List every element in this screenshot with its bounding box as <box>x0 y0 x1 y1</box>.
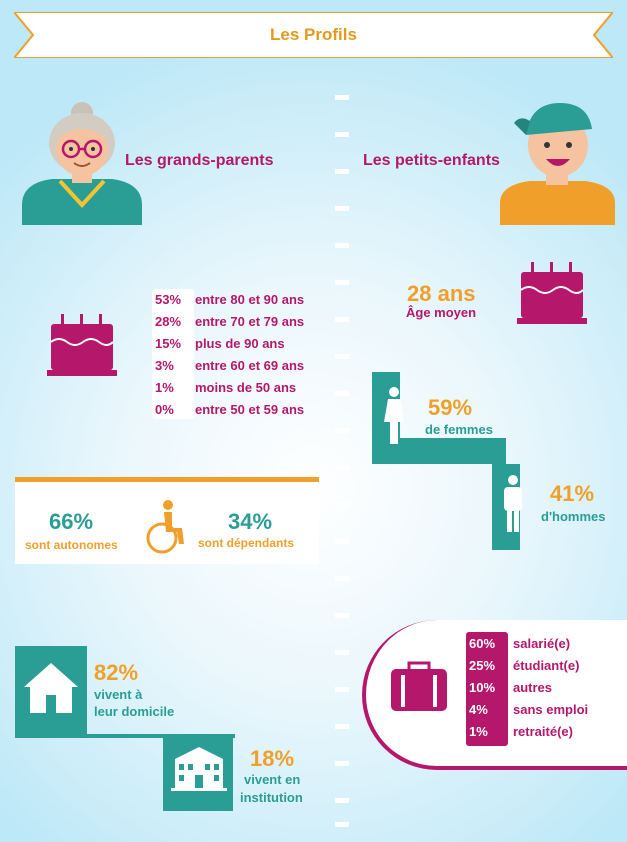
list-item: 60% salarié(e) <box>469 636 571 651</box>
wheelchair-icon <box>146 500 186 561</box>
list-item: 28% entre 70 et 79 ans <box>155 314 305 329</box>
grandmother-icon <box>22 95 142 230</box>
grandchildren-heading: Les petits-enfants <box>363 152 500 169</box>
birthday-cake-icon <box>47 312 117 383</box>
women-label: de femmes <box>425 422 493 437</box>
grandchild-icon <box>500 95 615 230</box>
page-title: Les Profils <box>270 25 357 44</box>
list-item: 3% entre 60 et 69 ans <box>155 358 305 373</box>
average-age-value: 28 ans <box>407 281 476 306</box>
institution-label-1: vivent en <box>244 772 301 787</box>
woman-icon <box>383 386 405 449</box>
home-pct: 82% <box>94 660 139 685</box>
men-label: d'hommes <box>541 509 606 524</box>
autonomous-pct: 66% <box>49 509 94 534</box>
dependent-label: sont dépendants <box>198 536 295 550</box>
list-item: 15% plus de 90 ans <box>155 336 285 351</box>
list-item: 0% entre 50 et 59 ans <box>155 402 305 417</box>
list-item: 53% entre 80 et 90 ans <box>155 292 305 307</box>
title-banner: Les Profils <box>11 11 616 59</box>
birthday-cake-icon <box>517 260 587 331</box>
home-label-2: leur domicile <box>94 704 175 719</box>
men-pct: 41% <box>550 481 595 506</box>
list-item: 25% étudiant(e) <box>469 658 580 673</box>
list-item: 1% retraité(e) <box>469 724 573 739</box>
briefcase-icon <box>391 661 447 716</box>
dependent-pct: 34% <box>228 509 273 534</box>
list-item: 10% autres <box>469 680 553 695</box>
institution-pct: 18% <box>250 746 295 771</box>
man-icon <box>502 474 524 537</box>
average-age-label: Âge moyen <box>406 305 477 320</box>
jobs-pct-box <box>466 632 508 746</box>
list-item: 1% moins de 50 ans <box>155 380 297 395</box>
list-item: 4% sans emploi <box>469 702 589 717</box>
grandparents-heading: Les grands-parents <box>125 152 274 169</box>
home-label-1: vivent à <box>94 687 143 702</box>
house-icon <box>22 661 80 720</box>
institution-label-2: institution <box>240 790 303 805</box>
autonomous-label: sont autonomes <box>25 538 118 552</box>
women-pct: 59% <box>428 395 473 420</box>
age-stats-box <box>152 289 194 419</box>
building-icon <box>171 747 227 796</box>
